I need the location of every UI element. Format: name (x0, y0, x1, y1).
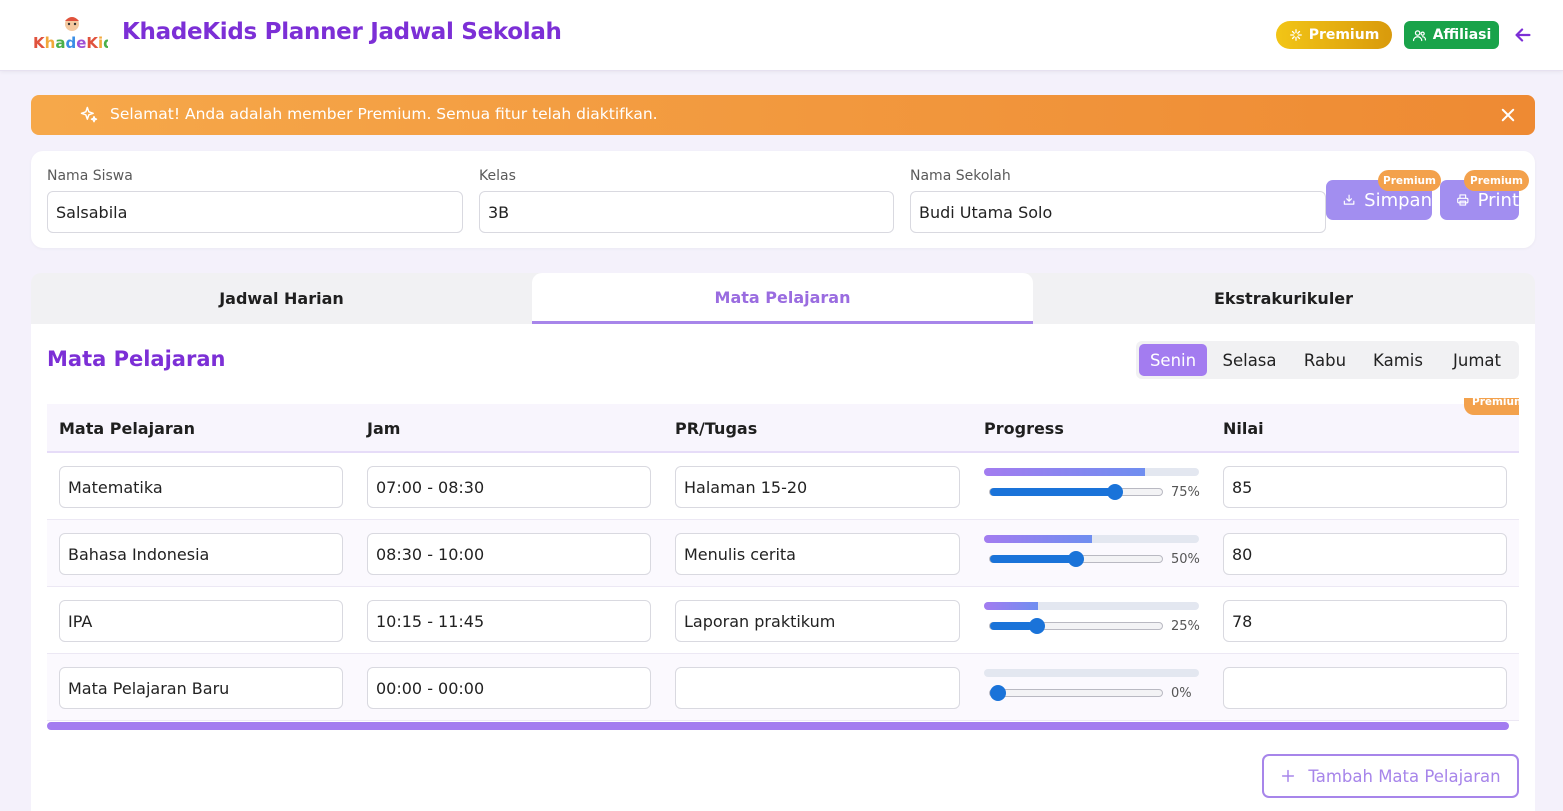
slider-fill (990, 622, 1033, 630)
score-field[interactable]: 78 (1223, 600, 1507, 642)
progress-fill (984, 468, 1146, 476)
plus-icon (1282, 769, 1295, 783)
tab-mata-pelajaran[interactable]: Mata Pelajaran (532, 273, 1033, 324)
score-field[interactable]: 85 (1223, 466, 1507, 508)
task-field[interactable]: Laporan praktikum (675, 600, 960, 642)
day-selasa[interactable]: Selasa (1222, 350, 1277, 370)
banner-message: Selamat! Anda adalah member Premium. Sem… (110, 105, 658, 123)
progress-bar (984, 602, 1199, 610)
print-label: Print (1477, 189, 1519, 211)
slider-thumb[interactable] (1029, 618, 1045, 634)
subject-field[interactable]: Mata Pelajaran Baru (59, 667, 343, 709)
premium-badge-table: Premium (1464, 398, 1519, 415)
download-icon (1343, 194, 1355, 205)
svg-text:KhadeKids: KhadeKids (33, 34, 108, 52)
save-label: Simpan (1364, 189, 1432, 211)
task-field[interactable]: Menulis cerita (675, 533, 960, 575)
student-name-field[interactable]: Salsabila (47, 191, 463, 233)
slider-thumb[interactable] (1107, 484, 1123, 500)
close-icon[interactable] (1499, 106, 1517, 124)
affiliasi-button[interactable]: Affiliasi (1404, 21, 1499, 49)
horizontal-scrollbar[interactable] (47, 722, 1509, 730)
progress-percent: 0% (1171, 686, 1192, 701)
progress-percent: 25% (1171, 619, 1200, 634)
back-arrow-icon[interactable] (1512, 24, 1534, 46)
subject-field[interactable]: IPA (59, 600, 343, 642)
progress-bar (984, 468, 1199, 476)
tab-jadwal-harian[interactable]: Jadwal Harian (219, 289, 344, 308)
progress-percent: 75% (1171, 485, 1200, 500)
table-row: Bahasa Indonesia 08:30 - 10:00 Menulis c… (47, 520, 1519, 587)
affiliasi-label: Affiliasi (1432, 27, 1492, 43)
column-header-progress: Progress (984, 419, 1064, 438)
day-rabu[interactable]: Rabu (1303, 350, 1347, 370)
score-field[interactable]: 80 (1223, 533, 1507, 575)
add-subject-label: Tambah Mata Pelajaran (1308, 766, 1501, 786)
sparkles-icon (80, 106, 98, 123)
table-row: Matematika 07:00 - 08:30 Halaman 15-20 7… (47, 453, 1519, 520)
printer-icon (1457, 194, 1469, 206)
progress-fill (984, 535, 1092, 543)
subject-field[interactable]: Bahasa Indonesia (59, 533, 343, 575)
day-jumat[interactable]: Jumat (1453, 350, 1501, 370)
time-field[interactable]: 00:00 - 00:00 (367, 667, 651, 709)
column-header-subject: Mata Pelajaran (59, 419, 195, 438)
app-title: KhadeKids Planner Jadwal Sekolah (122, 19, 562, 45)
slider-thumb[interactable] (1068, 551, 1084, 567)
tab-ekstrakurikuler[interactable]: Ekstrakurikuler (1213, 289, 1354, 308)
progress-percent: 50% (1171, 552, 1200, 567)
section-tabs: Jadwal Harian Mata Pelajaran Ekstrakurik… (31, 273, 1535, 324)
day-selector: Senin Selasa Rabu Kamis Jumat (1136, 341, 1519, 379)
premium-badge-save: Premium (1378, 170, 1441, 191)
add-subject-button[interactable]: Tambah Mata Pelajaran (1262, 754, 1519, 798)
premium-button[interactable]: Premium (1276, 21, 1392, 49)
table-row: Mata Pelajaran Baru 00:00 - 00:00 0% (47, 654, 1519, 721)
premium-label: Premium (1308, 27, 1380, 43)
progress-bar (984, 669, 1199, 677)
time-field[interactable]: 10:15 - 11:45 (367, 600, 651, 642)
day-senin[interactable]: Senin (1139, 344, 1207, 376)
table-row: IPA 10:15 - 11:45 Laporan praktikum 25% … (47, 587, 1519, 654)
day-kamis[interactable]: Kamis (1373, 350, 1423, 370)
score-field[interactable] (1223, 667, 1507, 709)
progress-slider[interactable] (989, 551, 1163, 567)
subject-field[interactable]: Matematika (59, 466, 343, 508)
progress-bar (984, 535, 1199, 543)
student-name-label: Nama Siswa (47, 168, 133, 184)
progress-slider[interactable] (989, 685, 1163, 701)
premium-badge-print: Premium (1464, 170, 1529, 191)
school-name-field[interactable]: Budi Utama Solo (910, 191, 1326, 233)
column-header-time: Jam (367, 419, 401, 438)
progress-slider[interactable] (989, 484, 1163, 500)
sparkle-icon (1289, 29, 1302, 41)
column-header-task: PR/Tugas (675, 419, 758, 438)
task-field[interactable] (675, 667, 960, 709)
users-icon (1412, 29, 1426, 41)
time-field[interactable]: 07:00 - 08:30 (367, 466, 651, 508)
slider-fill (990, 555, 1076, 563)
progress-slider[interactable] (989, 618, 1163, 634)
table-header: Mata Pelajaran Jam PR/Tugas Progress Nil… (47, 404, 1519, 453)
section-title: Mata Pelajaran (47, 347, 226, 371)
khadekids-logo: KhadeKids (32, 14, 123, 54)
app-header: KhadeKids KhadeKids Planner Jadwal Sekol… (0, 0, 1563, 71)
premium-banner: Selamat! Anda adalah member Premium. Sem… (31, 95, 1535, 135)
time-field[interactable]: 08:30 - 10:00 (367, 533, 651, 575)
column-header-score: Nilai (1223, 419, 1264, 438)
task-field[interactable]: Halaman 15-20 (675, 466, 960, 508)
progress-fill (984, 602, 1038, 610)
school-name-label: Nama Sekolah (910, 168, 1011, 184)
class-field[interactable]: 3B (479, 191, 894, 233)
class-label: Kelas (479, 168, 516, 184)
slider-thumb[interactable] (990, 685, 1006, 701)
slider-fill (990, 488, 1119, 496)
